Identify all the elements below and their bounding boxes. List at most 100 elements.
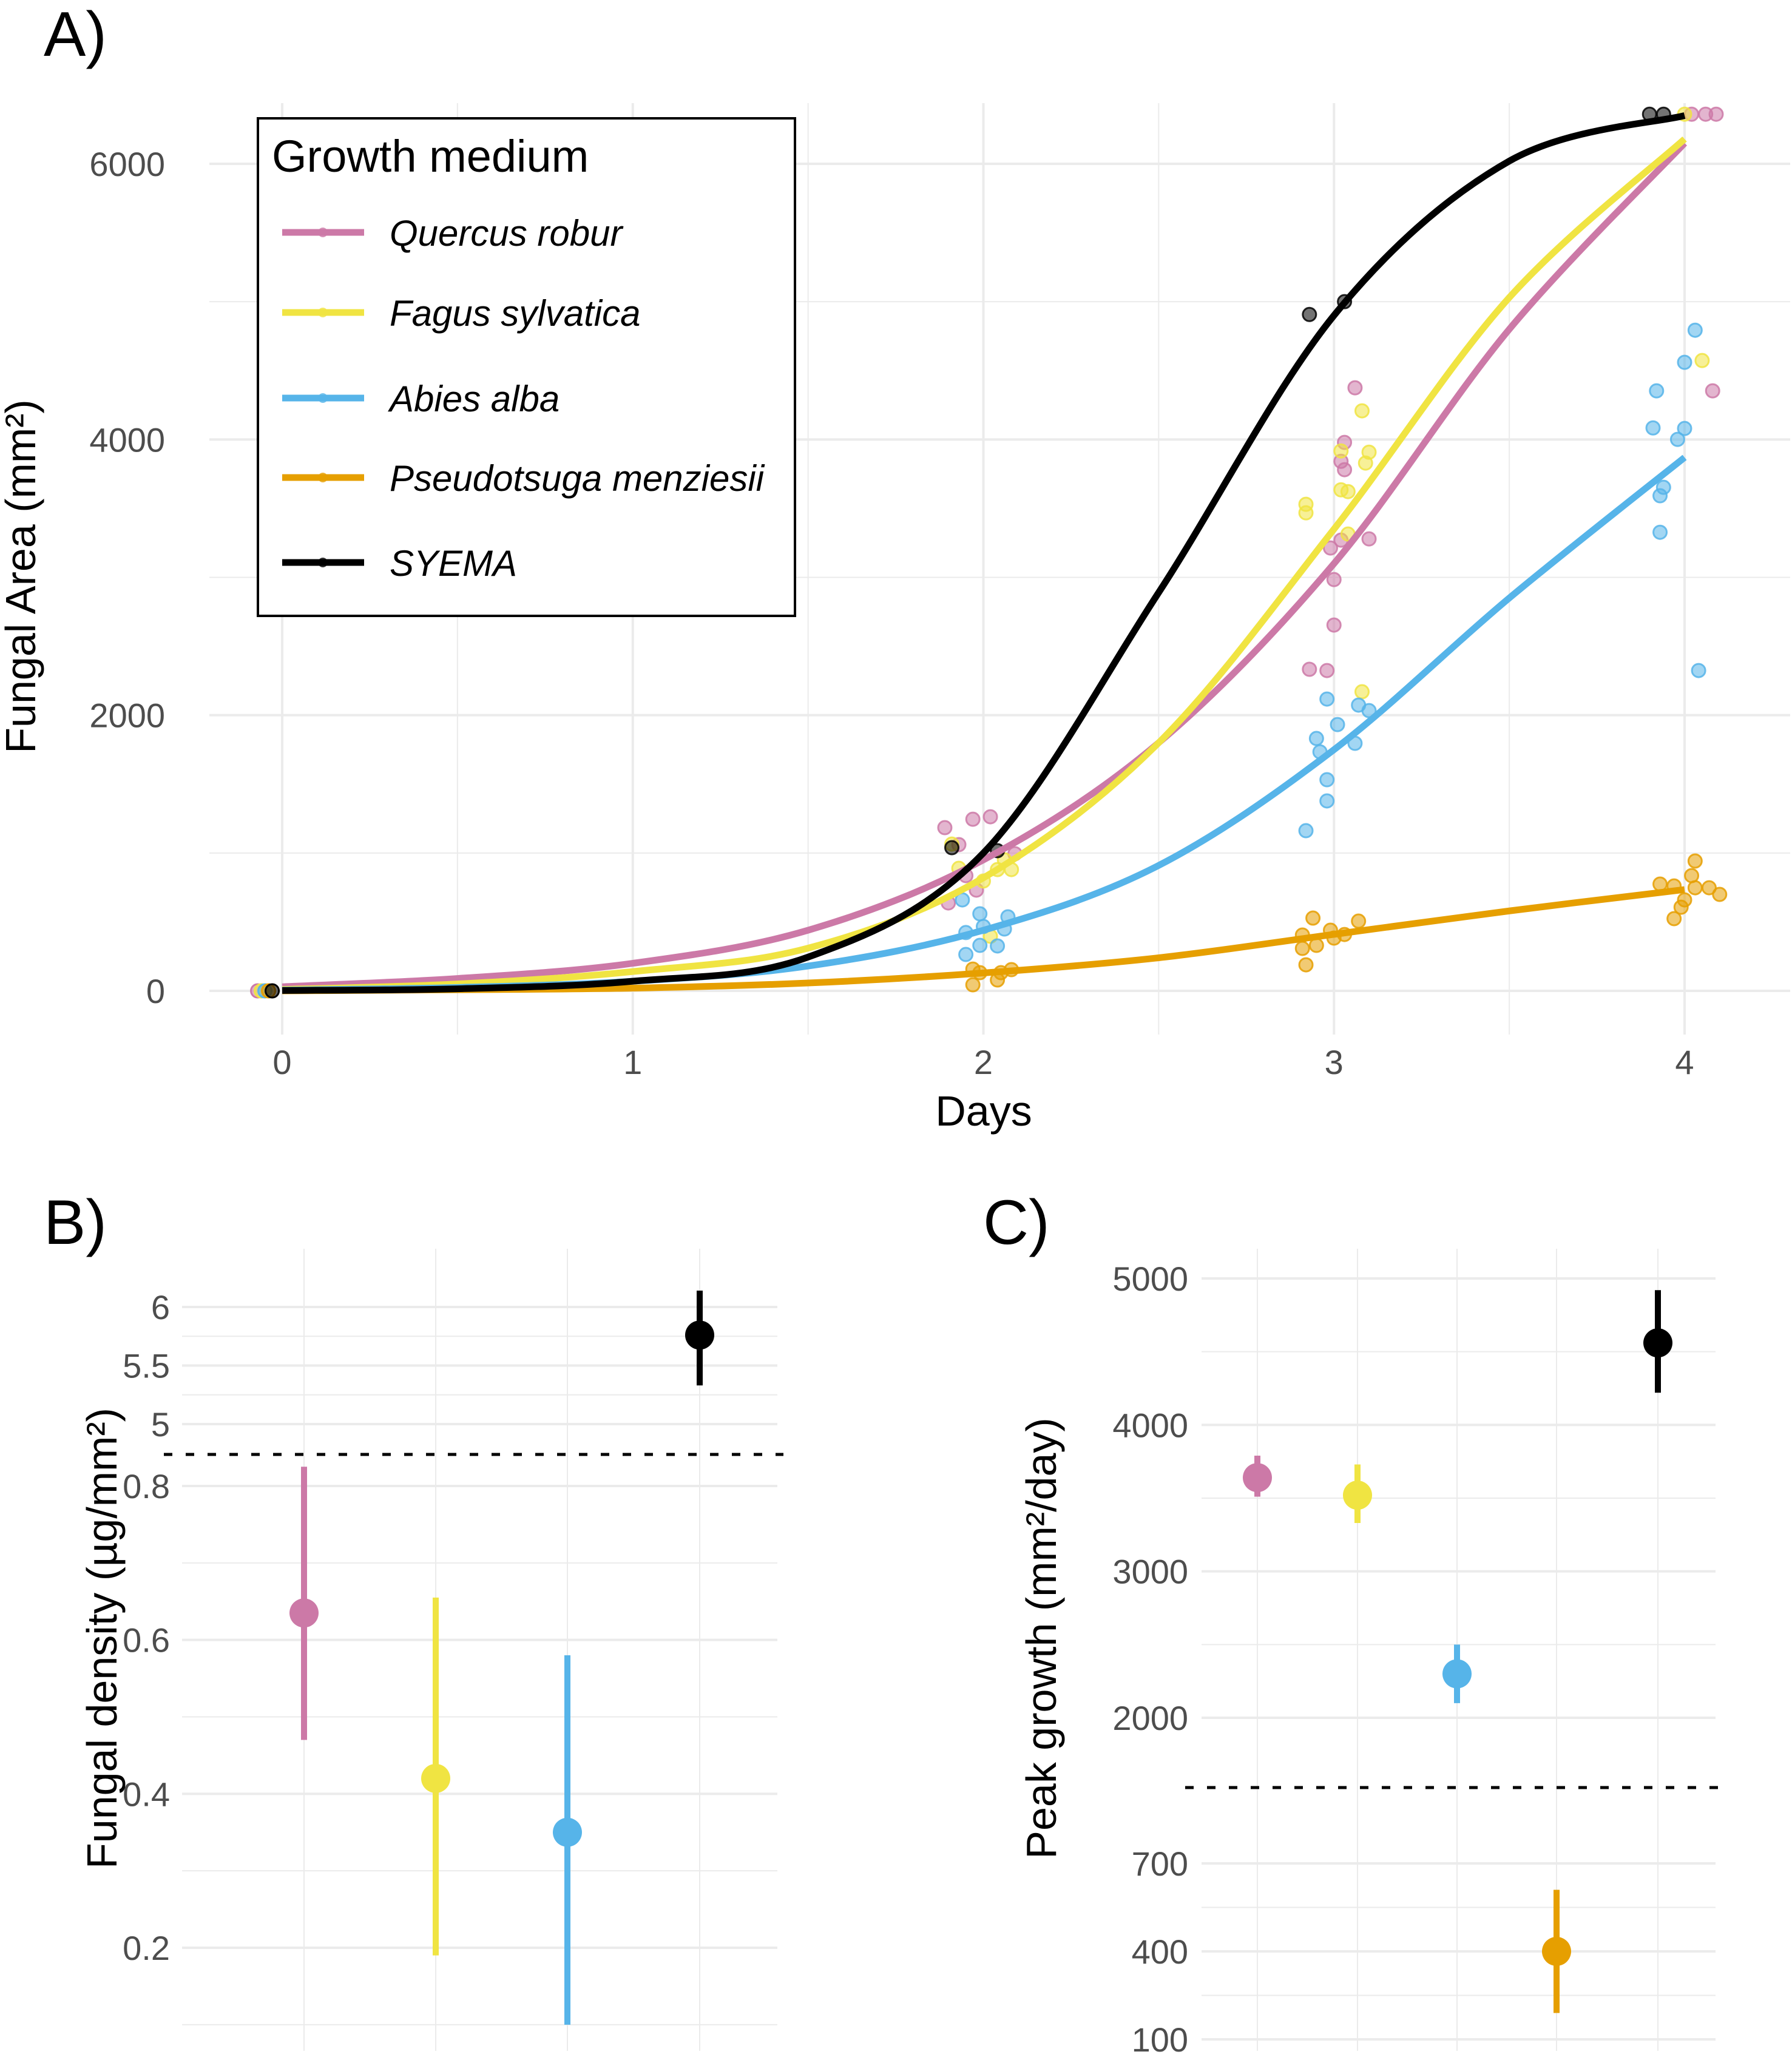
panel-a: A) 0 1 2 3 4 0 2000 4000 6000 Days Fungal Area (…: [0, 0, 1790, 1135]
data-point-abies-alba: [1330, 717, 1345, 732]
data-point-quercus-robur: [1326, 572, 1342, 587]
data-point-pseudotsuga-menziesii: [1294, 941, 1310, 956]
data-point-abies-alba: [1652, 488, 1668, 504]
x-tick-label: 2: [974, 1043, 993, 1081]
panel-a-x-axis-title: Days: [935, 1087, 1032, 1135]
data-point-fagus-sylvatica: [1694, 353, 1710, 368]
y-tick-label: 0: [146, 972, 165, 1010]
estimate-point-abies-alba: [553, 1817, 582, 1847]
data-point-abies-alba: [1677, 354, 1692, 370]
y-tick-label: 100: [1132, 2021, 1188, 2059]
data-point-fagus-sylvatica: [1358, 455, 1373, 471]
panel-a-points: [250, 106, 1728, 999]
y-tick-label: 6: [151, 1288, 170, 1326]
data-point-quercus-robur: [937, 820, 953, 836]
data-point-pseudotsuga-menziesii: [965, 977, 981, 993]
x-tick-label: 0: [272, 1043, 291, 1081]
y-tick-label: 5: [151, 1405, 170, 1444]
data-point-pseudotsuga-menziesii: [1298, 957, 1314, 973]
legend-key-point-fagus-sylvatica: [318, 308, 328, 317]
panel-a-y-axis-title: Fungal Area (mm²): [0, 399, 44, 753]
data-point-quercus-robur: [1319, 663, 1335, 678]
legend-key-point-syema: [318, 558, 328, 567]
data-point-abies-alba: [1687, 322, 1703, 338]
y-tick-label: 0.6: [123, 1621, 170, 1660]
x-tick-label: 1: [623, 1043, 642, 1081]
legend-key-point-abies-alba: [318, 393, 328, 403]
data-point-abies-alba: [990, 938, 1006, 954]
y-tick-label: 4000: [1112, 1406, 1188, 1444]
data-point-abies-alba: [1649, 383, 1665, 399]
data-point-abies-alba: [1319, 793, 1335, 809]
panel-c: C) 2000 3000 4000 5000 100 400 700 Peak growth…: [983, 1187, 1722, 2059]
y-tick-label: 5000: [1112, 1260, 1188, 1298]
data-point-quercus-robur: [1337, 462, 1353, 478]
y-tick-label: 2000: [1112, 1699, 1188, 1737]
data-point-fagus-sylvatica: [1333, 482, 1349, 498]
panel-c-tag: C): [983, 1187, 1050, 1258]
y-tick-label: 0.8: [123, 1467, 170, 1505]
data-point-abies-alba: [1677, 420, 1692, 436]
y-tick-label: 5.5: [123, 1347, 170, 1385]
data-point-quercus-robur: [965, 811, 981, 827]
data-point-pseudotsuga-menziesii: [1673, 899, 1689, 915]
legend-label-pseudotsuga-menziesii: Pseudotsuga menziesii: [390, 458, 765, 499]
legend-label-fagus-sylvatica: Fagus sylvatica: [390, 293, 641, 334]
legend-items: Quercus robur Fagus sylvatica Abies alba Ps…: [282, 213, 765, 584]
data-point-quercus-robur: [1326, 617, 1342, 633]
data-point-abies-alba: [1669, 431, 1685, 447]
data-point-quercus-robur: [1361, 531, 1377, 547]
x-tick-label: 3: [1325, 1043, 1344, 1081]
data-point-quercus-robur: [1302, 661, 1317, 677]
panel-b-tag: B): [44, 1187, 107, 1258]
data-point-fagus-sylvatica: [1298, 505, 1314, 521]
data-point-syema: [944, 840, 960, 856]
legend-title: Growth medium: [272, 131, 589, 181]
data-point-pseudotsuga-menziesii: [1666, 911, 1682, 927]
data-point-fagus-sylvatica: [1354, 403, 1370, 419]
panel-b-y-axis-title: Fungal density (µg/mm²): [78, 1408, 126, 1869]
panel-b: B) 5 5.5 6 0.2 0.4 0.6 0.8 Fungal density (µg/…: [44, 1187, 783, 2051]
data-point-syema: [265, 983, 280, 999]
y-tick-label: 0.4: [123, 1775, 170, 1813]
data-point-pseudotsuga-menziesii: [1687, 880, 1703, 896]
estimate-point-syema: [1643, 1328, 1672, 1358]
estimate-point-quercus-robur: [289, 1598, 319, 1628]
data-point-abies-alba: [1319, 691, 1335, 707]
legend-key-point-quercus-robur: [318, 228, 328, 237]
data-point-abies-alba: [1691, 663, 1706, 678]
estimate-point-syema: [685, 1320, 714, 1350]
legend-key-point-pseudotsuga-menziesii: [318, 473, 328, 482]
legend-box: [257, 117, 796, 617]
data-point-pseudotsuga-menziesii: [1687, 853, 1703, 869]
estimate-point-abies-alba: [1442, 1659, 1472, 1689]
data-point-abies-alba: [1645, 420, 1661, 436]
estimate-point-fagus-sylvatica: [1343, 1481, 1372, 1510]
data-point-abies-alba: [972, 937, 988, 953]
data-point-fagus-sylvatica: [1333, 443, 1349, 459]
data-point-pseudotsuga-menziesii: [1701, 880, 1717, 896]
data-point-quercus-robur: [1708, 106, 1724, 122]
data-point-pseudotsuga-menziesii: [1712, 886, 1728, 902]
curve-syema: [282, 112, 1686, 994]
panel-c-estimates: [1243, 1290, 1672, 2013]
curve-quercus-robur: [282, 141, 1688, 990]
y-tick-label: 700: [1132, 1845, 1188, 1883]
legend-label-syema: SYEMA: [390, 543, 517, 584]
data-point-fagus-sylvatica: [1354, 684, 1370, 700]
curve-fagus-sylvatica: [282, 137, 1687, 993]
estimate-point-fagus-sylvatica: [421, 1763, 450, 1793]
data-point-quercus-robur: [1705, 383, 1720, 399]
panel-a-tag: A): [44, 0, 107, 70]
legend: Growth medium Quercus robur Fagus sylvati…: [257, 117, 796, 617]
panel-a-curves: [282, 112, 1688, 995]
data-point-syema: [1302, 306, 1317, 322]
panel-a-tick-labels: 0 1 2 3 4 0 2000 4000 6000: [89, 145, 1694, 1081]
y-tick-label: 4000: [89, 420, 165, 459]
data-point-quercus-robur: [982, 809, 998, 825]
y-tick-label: 0.2: [123, 1929, 170, 1967]
data-point-abies-alba: [958, 947, 974, 962]
y-tick-label: 2000: [89, 697, 165, 735]
panel-b-tick-labels: 5 5.5 6 0.2 0.4 0.6 0.8: [123, 1288, 170, 1967]
